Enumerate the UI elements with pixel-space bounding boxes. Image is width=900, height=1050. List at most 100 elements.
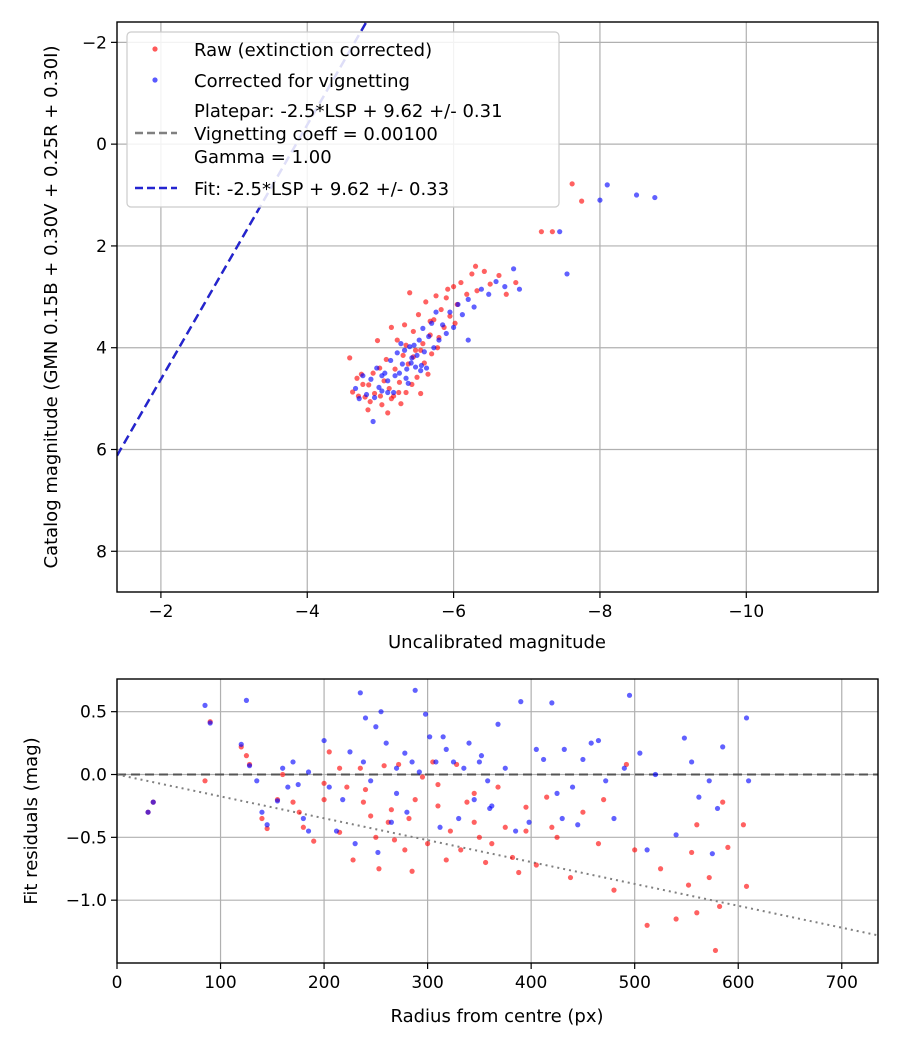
- legend-label-fit: Fit: -2.5*LSP + 9.62 +/- 0.33: [194, 179, 449, 200]
- bottom-y-axis-label: Fit residuals (mag): [21, 737, 42, 904]
- raw-point: [420, 341, 426, 347]
- corrected-point: [450, 324, 457, 330]
- raw-point: [392, 366, 398, 372]
- corrected-point: [427, 734, 433, 740]
- raw-point: [321, 797, 327, 803]
- bottom-y-tick-label: −1.0: [66, 891, 107, 911]
- magnitude-scatter-chart: −2 −4 −6 −8 −10 −2 0 2 4 6 8 Uncalibrated magnitud…: [41, 21, 879, 653]
- bottom-axis-ticks: 0 100 200 300 400 500 600 700 0.5 0.0 −0.5 −1.0: [66, 703, 858, 993]
- corrected-point: [385, 378, 391, 384]
- raw-point: [385, 410, 391, 416]
- corrected-point: [652, 194, 658, 201]
- raw-point: [362, 786, 369, 793]
- top-x-tick-label: −6: [441, 602, 466, 622]
- corrected-point: [392, 373, 398, 379]
- raw-point: [357, 765, 363, 771]
- corrected-point: [443, 330, 449, 337]
- top-x-tick-label: −10: [728, 602, 764, 622]
- corrected-point: [243, 697, 250, 703]
- raw-point: [443, 295, 449, 301]
- raw-point: [374, 337, 381, 344]
- corrected-point: [295, 781, 301, 788]
- corrected-point: [246, 763, 253, 769]
- raw-point: [381, 378, 387, 384]
- corrected-point: [352, 841, 358, 847]
- bottom-x-axis-label: Radius from centre (px): [390, 1006, 603, 1027]
- raw-point: [381, 763, 387, 769]
- corrected-point: [388, 357, 394, 364]
- raw-point: [415, 312, 422, 318]
- raw-point: [360, 381, 366, 387]
- raw-point: [407, 290, 413, 296]
- corrected-point: [486, 291, 492, 297]
- raw-point: [464, 799, 470, 805]
- corrected-point: [409, 355, 415, 361]
- corrected-point: [495, 721, 501, 727]
- raw-point: [394, 337, 400, 343]
- raw-point: [580, 809, 586, 815]
- corrected-point: [274, 798, 281, 804]
- raw-point: [458, 847, 464, 853]
- corrected-point: [420, 325, 426, 331]
- corrected-point: [673, 832, 679, 838]
- corrected-point: [431, 345, 437, 351]
- corrected-point: [379, 388, 385, 394]
- corrected-point: [326, 784, 332, 790]
- fit-line: [117, 22, 368, 457]
- top-y-tick-label: 2: [96, 237, 107, 257]
- raw-point: [425, 841, 431, 847]
- raw-point: [414, 374, 420, 380]
- corrected-point: [375, 849, 381, 856]
- corrected-point: [436, 337, 442, 343]
- top-y-tick-label: −2: [82, 33, 107, 53]
- corrected-point: [471, 304, 477, 310]
- corrected-point: [416, 337, 422, 343]
- corrected-point: [633, 192, 640, 198]
- raw-point: [412, 797, 418, 803]
- raw-point: [567, 874, 574, 881]
- raw-point: [471, 790, 477, 796]
- corrected-point: [393, 765, 400, 771]
- raw-point: [447, 313, 453, 319]
- raw-point: [344, 784, 350, 790]
- raw-point: [516, 869, 522, 876]
- raw-point: [579, 198, 585, 204]
- corrected-point: [681, 735, 687, 741]
- bottom-x-tick-label: 600: [722, 973, 754, 993]
- raw-point: [489, 841, 495, 847]
- raw-point: [376, 866, 382, 872]
- corrected-point: [388, 819, 394, 825]
- corrected-point: [333, 828, 340, 834]
- corrected-point: [409, 759, 415, 765]
- raw-point: [202, 778, 208, 784]
- raw-point: [554, 834, 560, 840]
- corrected-point: [207, 720, 213, 726]
- raw-point: [388, 807, 394, 813]
- top-plot-frame: [116, 21, 879, 593]
- raw-point: [496, 272, 502, 279]
- raw-point: [354, 375, 360, 381]
- corrected-point: [412, 364, 419, 370]
- raw-point: [533, 862, 539, 868]
- corrected-point: [476, 759, 482, 765]
- corrected-point: [611, 815, 617, 822]
- corrected-point: [379, 373, 385, 379]
- raw-point: [264, 825, 270, 832]
- corrected-point: [393, 790, 400, 796]
- legend-label-platepar: Platepar: -2.5*LSP + 9.62 +/- 0.31: [194, 101, 503, 122]
- top-y-tick-label: 6: [96, 441, 107, 461]
- corrected-point: [383, 740, 389, 746]
- corrected-point: [360, 759, 367, 765]
- raw-point: [523, 828, 529, 834]
- bottom-data-points: [145, 687, 752, 954]
- raw-point: [386, 385, 392, 392]
- corrected-point: [564, 271, 570, 277]
- corrected-point: [745, 778, 752, 784]
- corrected-point: [604, 182, 610, 188]
- corrected-point: [433, 309, 439, 315]
- corrected-point: [300, 815, 306, 822]
- raw-point: [438, 306, 444, 313]
- bottom-y-tick-label: −0.5: [66, 828, 107, 848]
- raw-point: [290, 799, 296, 805]
- corrected-point: [644, 847, 650, 853]
